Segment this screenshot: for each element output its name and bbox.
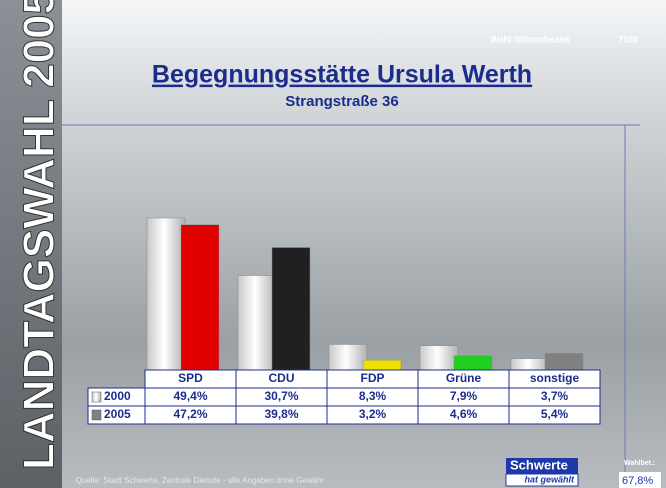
chart-subtitle: Strangstraße 36 [285, 93, 398, 110]
legend-label: 2005 [104, 407, 131, 421]
legend-swatch [92, 392, 101, 402]
value-label: 47,2% [173, 407, 207, 421]
category-label: FDP [361, 371, 385, 385]
source: Quelle: Stadt Schwerte, Zentrale Dienste… [76, 476, 325, 485]
bar [420, 346, 458, 370]
district-label: Wahl /Stimmbezirk [490, 34, 571, 44]
chart-title: Begegnungsstätte Ursula Werth [152, 61, 532, 89]
category-label: Grüne [446, 371, 482, 385]
legend-swatch [92, 410, 101, 420]
brand: Schwerte [510, 457, 568, 472]
value-label: 8,3% [359, 389, 387, 403]
value-label: 49,4% [173, 389, 207, 403]
turnout-label: Wahlbet.: [624, 460, 655, 467]
category-label: SPD [178, 371, 203, 385]
value-label: 3,2% [359, 407, 387, 421]
category-label: sonstige [530, 371, 580, 385]
bar [454, 356, 492, 370]
value-label: 39,8% [264, 407, 298, 421]
bar [363, 360, 401, 370]
value-label: 5,4% [541, 407, 569, 421]
value-label: 30,7% [264, 389, 298, 403]
district-number: 7160 [618, 34, 638, 44]
bar [181, 225, 219, 370]
brand-tagline: hat gewählt [524, 474, 575, 484]
bar [511, 359, 549, 370]
category-label: CDU [269, 371, 295, 385]
legend-label: 2000 [104, 389, 131, 403]
bar [147, 218, 185, 370]
value-label: 4,6% [450, 407, 478, 421]
bar [545, 353, 583, 370]
value-label: 7,9% [450, 389, 478, 403]
bar [329, 344, 367, 370]
chart: LANDTAGSWAHL 2005 Wahl /Stimmbezirk 7160… [0, 0, 666, 488]
bar [238, 276, 276, 370]
bar [272, 248, 310, 370]
value-label: 3,7% [541, 389, 569, 403]
turnout: 67,8% [622, 475, 653, 487]
banner: LANDTAGSWAHL 2005 [15, 0, 64, 470]
